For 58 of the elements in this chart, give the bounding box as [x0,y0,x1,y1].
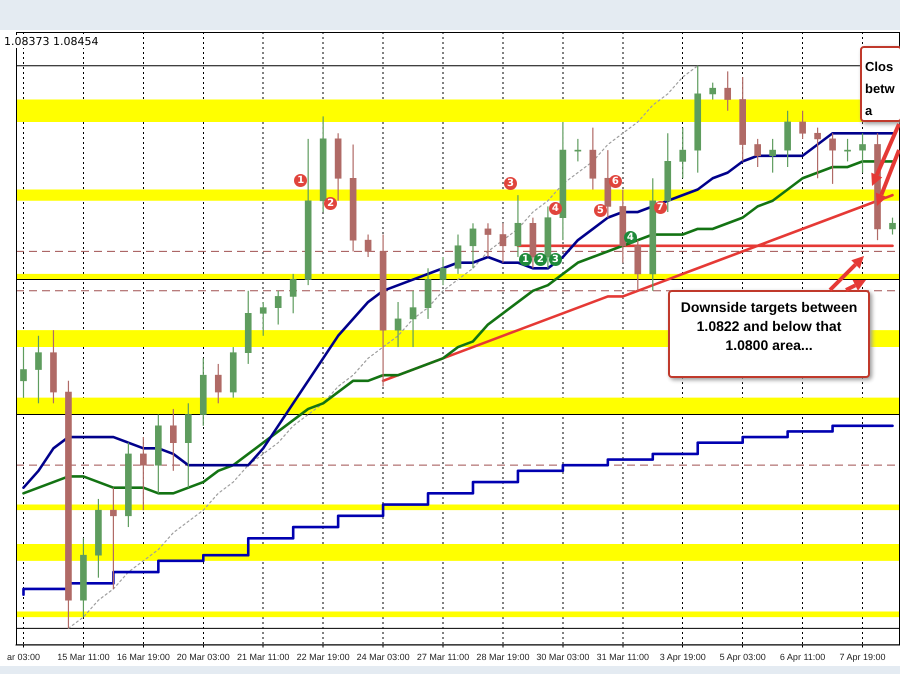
candlestick [454,234,462,275]
x-tick-label: 27 Mar 11:00 [416,652,470,662]
x-tick-label: 31 Mar 11:00 [596,652,649,662]
x-tick-label: 15 Mar 11:00 [57,652,110,662]
x-tick-label: ar 03:00 [6,652,40,662]
x-tick-label: 30 Mar 03:00 [536,652,590,662]
candlestick [500,222,506,264]
x-tick-label: 16 Mar 19:00 [116,652,170,662]
callout-box: Downside targets between 1.0822 and below that 1.0800 area... [668,290,870,378]
candlestick [889,217,896,236]
candlestick [709,82,716,100]
candlestick [514,194,522,258]
annotation: 2 [534,252,547,266]
candlestick [410,290,416,348]
candlestick [440,256,446,286]
annotation: 2 [324,196,338,210]
annotation: 4 [624,230,637,244]
candlestick [484,222,492,258]
candlestick [260,301,267,336]
candlestick [799,110,806,140]
x-tick-label: 7 Apr 19:00 [840,652,886,662]
annotation: 3 [504,176,517,190]
x-tick-label: 21 Mar 11:00 [237,652,290,662]
candlestick [274,290,282,326]
x-tick-label: 20 Mar 03:00 [176,652,230,662]
candlestick [769,138,776,174]
x-tick-label: 6 Apr 11:00 [780,652,826,662]
x-tick-label: 5 Apr 03:00 [720,652,766,662]
candlestick [394,301,402,348]
candlestick [470,222,476,269]
candlestick [20,346,27,398]
x-tick-label: 28 Mar 19:00 [476,652,530,662]
annotation: 1 [518,252,532,266]
text: 1.08373 1.08454 [2,35,100,48]
candlestick [214,363,222,404]
candlestick [110,487,117,590]
candlestick [754,138,761,168]
annotation: 4 [548,202,562,214]
candlestick [829,132,836,184]
candlestick [170,408,177,472]
candlestick [35,335,42,404]
candlestick [290,273,297,314]
candlestick [679,127,686,179]
annotation: 1 [294,174,308,186]
candlestick [140,436,147,511]
annotation: 5 [594,204,607,216]
candlestick [844,138,851,162]
candlestick [724,70,732,112]
annotation: 6 [608,174,622,188]
x-tick-label: 3 Apr 19:00 [660,652,706,662]
x-tick-label: 24 Mar 03:00 [356,652,410,662]
candlestick [859,132,866,174]
annotation: 3 [548,252,562,266]
candlestick [814,127,821,179]
annotation: 7 [654,200,667,214]
callout-box: Clos betw a [860,46,900,122]
candlestick [364,234,372,258]
x-tick-label: 22 Mar 19:00 [296,652,350,662]
